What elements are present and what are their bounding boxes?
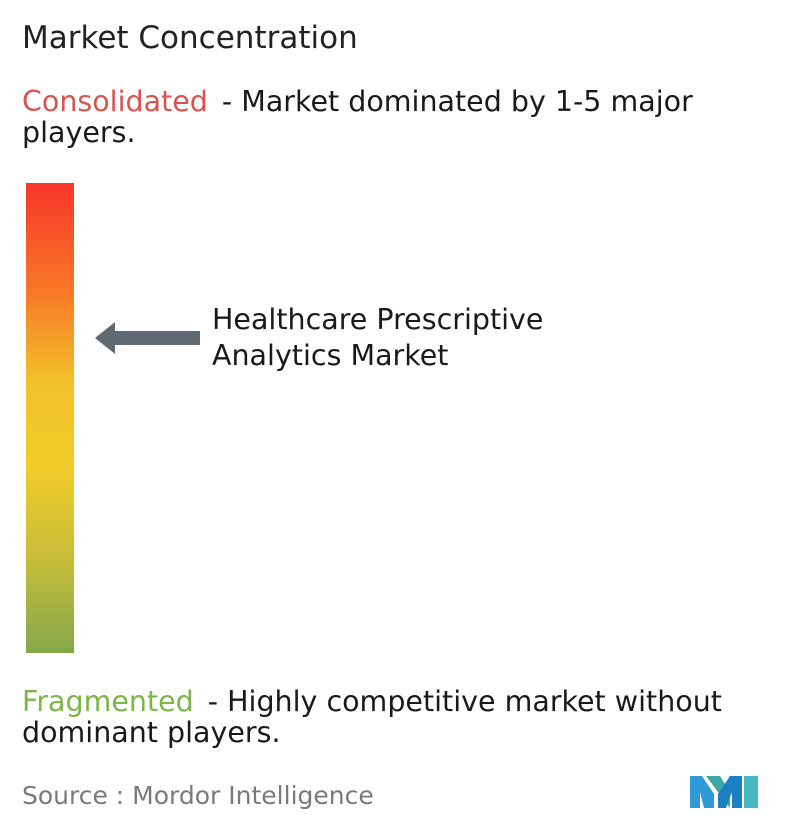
source-note: Source : Mordor Intelligence <box>22 781 374 810</box>
concentration-gradient-bar <box>26 183 74 653</box>
mordor-intelligence-logo-icon <box>690 776 758 808</box>
market-label: Healthcare Prescriptive Analytics Market <box>212 302 632 374</box>
consolidated-description: Consolidated - Market dominated by 1-5 ma… <box>22 86 782 148</box>
chart-title: Market Concentration <box>22 20 358 56</box>
fragmented-description: Fragmented - Highly competitive market wi… <box>22 686 792 748</box>
market-label-line1: Healthcare Prescriptive <box>212 303 544 336</box>
consolidated-label: Consolidated <box>22 85 208 118</box>
consolidated-text: - Market dominated by 1-5 major players. <box>22 85 693 149</box>
market-label-line2: Analytics Market <box>212 339 449 372</box>
fragmented-label: Fragmented <box>22 685 194 718</box>
fragmented-text: - Highly competitive market without domi… <box>22 685 722 749</box>
market-position-arrow-icon <box>95 322 200 354</box>
